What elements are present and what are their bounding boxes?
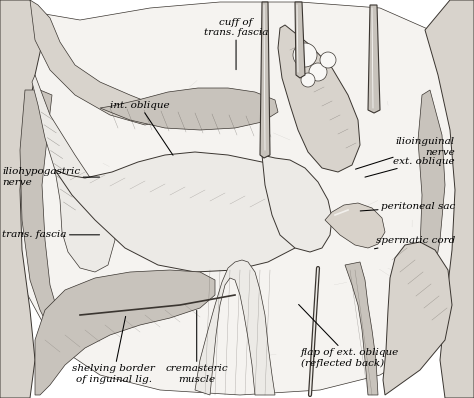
Polygon shape — [260, 2, 270, 158]
Ellipse shape — [309, 63, 327, 81]
Polygon shape — [55, 152, 318, 272]
Polygon shape — [35, 270, 215, 395]
Polygon shape — [295, 2, 305, 78]
Polygon shape — [325, 203, 385, 248]
Polygon shape — [262, 155, 332, 252]
Polygon shape — [345, 262, 378, 395]
Text: cuff of
trans. fascia: cuff of trans. fascia — [204, 18, 268, 70]
Text: int. oblique: int. oblique — [110, 101, 173, 155]
Polygon shape — [383, 242, 452, 395]
Polygon shape — [400, 90, 445, 355]
Polygon shape — [32, 75, 115, 272]
Text: spermatic cord: spermatic cord — [374, 236, 455, 249]
Ellipse shape — [320, 52, 336, 68]
Polygon shape — [30, 0, 165, 125]
Polygon shape — [278, 25, 360, 172]
Text: ext. oblique: ext. oblique — [365, 157, 455, 177]
Polygon shape — [368, 5, 380, 113]
Text: shelving border
of inguinal lig.: shelving border of inguinal lig. — [73, 316, 155, 384]
Polygon shape — [425, 0, 474, 398]
Polygon shape — [100, 88, 278, 130]
Text: iliohypogastric
nerve: iliohypogastric nerve — [2, 168, 100, 187]
Text: cremasteric
muscle: cremasteric muscle — [165, 310, 228, 384]
Ellipse shape — [293, 43, 317, 67]
Polygon shape — [20, 90, 65, 350]
Polygon shape — [10, 2, 468, 395]
Polygon shape — [0, 0, 45, 398]
Text: ilioinguinal
nerve: ilioinguinal nerve — [356, 137, 455, 169]
Text: peritoneal sac: peritoneal sac — [360, 203, 455, 211]
Polygon shape — [195, 260, 275, 395]
Ellipse shape — [301, 73, 315, 87]
Text: flap of ext. oblique
(reflected back): flap of ext. oblique (reflected back) — [299, 304, 399, 368]
Text: trans. fascia: trans. fascia — [2, 230, 100, 239]
